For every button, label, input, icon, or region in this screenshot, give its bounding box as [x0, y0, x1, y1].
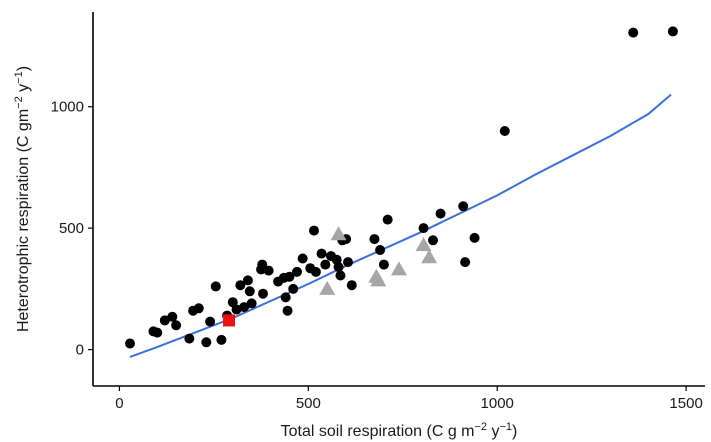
data-point-circle	[171, 320, 182, 331]
data-point-circle	[167, 311, 178, 322]
data-point-square	[223, 314, 235, 327]
data-point-circle	[469, 232, 480, 243]
data-point-triangle	[330, 226, 347, 241]
data-point-circle	[263, 265, 274, 276]
data-point-circle	[369, 234, 380, 245]
x-ticks: 0 500 1000 1500	[115, 386, 703, 412]
data-point-circle	[460, 257, 471, 268]
data-point-circle	[193, 303, 204, 314]
data-point-circle	[284, 271, 295, 282]
data-point-circle	[382, 214, 393, 225]
x-tick-label: 0	[115, 395, 123, 412]
data-point-circle	[246, 298, 257, 309]
data-point-circle	[257, 259, 268, 270]
data-point-circle	[258, 288, 268, 299]
data-point-circle	[210, 281, 221, 292]
data-point-circle	[159, 315, 170, 326]
y-tick-label: 1000	[51, 99, 84, 116]
data-point-circle	[428, 235, 438, 246]
data-point-circle	[288, 283, 299, 294]
data-point-circle	[239, 302, 250, 313]
data-point-circle	[205, 316, 216, 327]
x-axis-title: Total soil respiration (C g m−2 y−1)	[281, 421, 518, 440]
data-point-circle	[320, 259, 331, 270]
data-point-triangle	[370, 272, 387, 287]
data-point-circle	[343, 257, 353, 268]
trend-line	[129, 93, 672, 358]
trend-line-group	[129, 93, 672, 358]
x-tick-label: 1500	[669, 395, 702, 412]
data-point-circle	[231, 304, 242, 315]
data-point-circle	[244, 286, 255, 297]
data-point-circle	[216, 334, 227, 345]
data-point-circle	[458, 201, 469, 212]
data-point-circle	[125, 338, 136, 349]
data-point-circle	[235, 280, 246, 291]
data-point-circle	[297, 253, 308, 264]
data-point-triangle	[415, 237, 432, 252]
x-tick-label: 1000	[481, 395, 514, 412]
data-point-circle	[346, 280, 357, 291]
data-point-circle	[375, 245, 386, 255]
y-tick-label: 500	[59, 220, 84, 237]
y-tick-label: 0	[76, 342, 84, 359]
x-tick-label: 500	[296, 395, 321, 412]
data-point-circle	[201, 337, 212, 348]
data-point-circle	[333, 262, 344, 272]
data-point-circle	[418, 223, 429, 234]
data-point-circle	[628, 27, 639, 38]
axes	[92, 12, 705, 387]
data-point-circle	[316, 248, 327, 259]
data-point-circle	[335, 270, 346, 281]
data-point-circle	[242, 275, 253, 286]
data-point-circle	[292, 266, 302, 277]
data-point-circle	[184, 333, 195, 344]
y-ticks: 0 500 1000	[51, 99, 93, 359]
data-point-circle	[309, 225, 319, 236]
data-point-circle	[667, 26, 678, 37]
data-point-triangle	[391, 261, 407, 276]
data-point-circle	[282, 305, 293, 316]
data-point-circle	[310, 266, 321, 277]
data-point-circle	[280, 292, 291, 303]
data-point-triangle	[421, 249, 438, 264]
y-axis-title: Heterotrophic respiration (C gm−2 y−1)	[13, 66, 32, 332]
data-point-circle	[499, 126, 510, 136]
data-point-triangle	[319, 280, 336, 295]
data-point-circle	[378, 259, 389, 270]
data-point-circle	[435, 208, 446, 219]
data-points	[125, 26, 678, 349]
data-point-circle	[152, 327, 163, 338]
